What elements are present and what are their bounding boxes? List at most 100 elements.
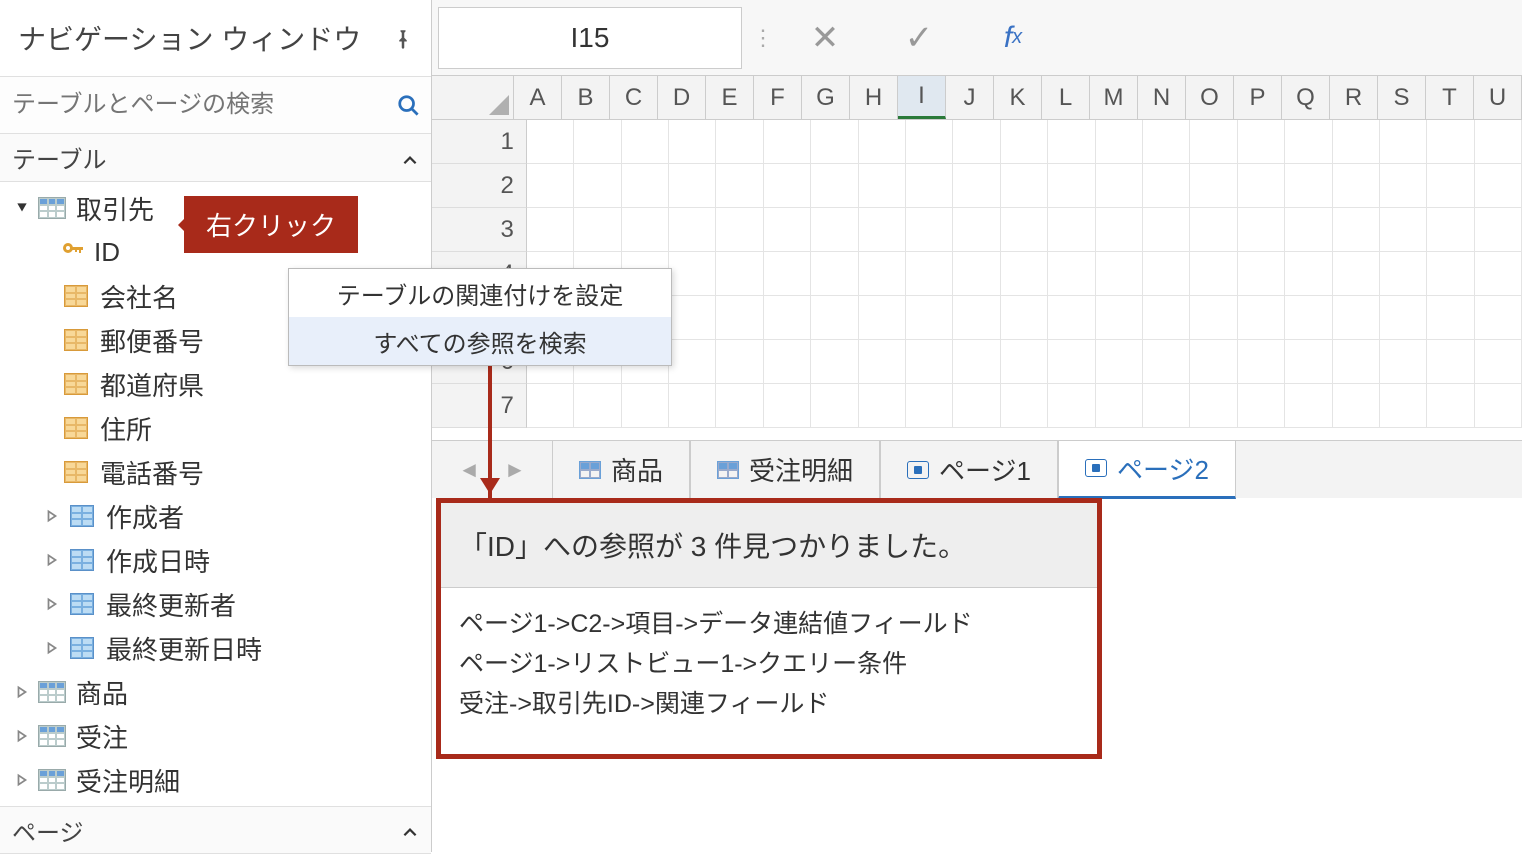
cell[interactable] <box>716 252 763 296</box>
cell[interactable] <box>1143 252 1190 296</box>
tab-prev-icon[interactable]: ◄ <box>458 457 480 483</box>
cell[interactable] <box>574 208 621 252</box>
cell[interactable] <box>1380 164 1427 208</box>
cell[interactable] <box>1143 120 1190 164</box>
cell[interactable] <box>1001 164 1048 208</box>
cell[interactable] <box>1380 120 1427 164</box>
table-node-juchu[interactable]: 受注 <box>0 714 431 758</box>
cell[interactable] <box>1333 252 1380 296</box>
column-header[interactable]: H <box>850 76 898 119</box>
cell[interactable] <box>527 164 574 208</box>
sheet-tab-page2[interactable]: ページ2 <box>1058 441 1236 499</box>
cell[interactable] <box>1475 384 1522 428</box>
cell[interactable] <box>1190 208 1237 252</box>
fx-icon[interactable]: fx <box>966 7 1060 69</box>
cell[interactable] <box>906 340 953 384</box>
cell[interactable] <box>1238 120 1285 164</box>
name-box[interactable]: I15 <box>438 7 742 69</box>
cell[interactable] <box>1285 384 1332 428</box>
cell[interactable] <box>1048 208 1095 252</box>
cell[interactable] <box>1285 340 1332 384</box>
expander-closed-icon[interactable] <box>44 640 60 656</box>
cell[interactable] <box>1048 296 1095 340</box>
cell[interactable] <box>1001 120 1048 164</box>
sheet-tab-juchumeisai[interactable]: 受注明細 <box>690 441 880 499</box>
cell[interactable] <box>1048 340 1095 384</box>
cell[interactable] <box>1190 296 1237 340</box>
expander-closed-icon[interactable] <box>44 596 60 612</box>
cell[interactable] <box>1380 208 1427 252</box>
cell[interactable] <box>1096 164 1143 208</box>
pin-icon[interactable] <box>393 28 413 48</box>
expander-closed-icon[interactable] <box>44 552 60 568</box>
cell[interactable] <box>1190 120 1237 164</box>
cell[interactable] <box>1333 384 1380 428</box>
cell[interactable] <box>1380 384 1427 428</box>
cell[interactable] <box>1427 296 1474 340</box>
cell[interactable] <box>953 252 1000 296</box>
column-header[interactable]: B <box>562 76 610 119</box>
column-header[interactable]: P <box>1234 76 1282 119</box>
cell[interactable] <box>1285 252 1332 296</box>
cell[interactable] <box>906 252 953 296</box>
cell[interactable] <box>1285 208 1332 252</box>
cell[interactable] <box>716 340 763 384</box>
cell[interactable] <box>716 120 763 164</box>
row-header[interactable]: 3 <box>432 208 527 252</box>
cell[interactable] <box>1427 208 1474 252</box>
cell[interactable] <box>669 252 716 296</box>
pages-section-header[interactable]: ページ <box>0 806 431 854</box>
search-icon[interactable] <box>397 94 419 116</box>
cell[interactable] <box>1238 296 1285 340</box>
cell[interactable] <box>1427 252 1474 296</box>
cell[interactable] <box>716 164 763 208</box>
cell[interactable] <box>1001 208 1048 252</box>
cell[interactable] <box>669 340 716 384</box>
cell[interactable] <box>764 208 811 252</box>
cell[interactable] <box>859 296 906 340</box>
column-header[interactable]: F <box>754 76 802 119</box>
cell[interactable] <box>859 384 906 428</box>
expander-closed-icon[interactable] <box>14 728 30 744</box>
field-node-updated[interactable]: 最終更新日時 <box>0 626 431 670</box>
cell[interactable] <box>1096 208 1143 252</box>
cell[interactable] <box>669 120 716 164</box>
confirm-icon[interactable]: ✓ <box>872 7 966 69</box>
cell[interactable] <box>1143 340 1190 384</box>
expander-open-icon[interactable] <box>14 200 30 216</box>
field-node-address[interactable]: 住所 <box>0 406 431 450</box>
cell[interactable] <box>1001 296 1048 340</box>
row-header[interactable]: 2 <box>432 164 527 208</box>
cell[interactable] <box>859 340 906 384</box>
cell[interactable] <box>1333 120 1380 164</box>
expander-closed-icon[interactable] <box>14 684 30 700</box>
cell[interactable] <box>1475 252 1522 296</box>
column-header[interactable]: A <box>514 76 562 119</box>
cell[interactable] <box>1190 340 1237 384</box>
cell[interactable] <box>1380 340 1427 384</box>
cell[interactable] <box>1143 384 1190 428</box>
column-header[interactable]: S <box>1378 76 1426 119</box>
cell[interactable] <box>764 384 811 428</box>
cell[interactable] <box>669 208 716 252</box>
search-input[interactable] <box>12 91 397 119</box>
row-header[interactable]: 7 <box>432 384 527 428</box>
column-header[interactable]: C <box>610 76 658 119</box>
cell[interactable] <box>859 252 906 296</box>
cell[interactable] <box>811 384 858 428</box>
cell[interactable] <box>906 384 953 428</box>
column-header[interactable]: K <box>994 76 1042 119</box>
field-node-pref[interactable]: 都道府県 <box>0 362 431 406</box>
tab-next-icon[interactable]: ► <box>504 457 526 483</box>
cell[interactable] <box>527 384 574 428</box>
expander-closed-icon[interactable] <box>14 772 30 788</box>
expander-closed-icon[interactable] <box>44 508 60 524</box>
cell[interactable] <box>1380 296 1427 340</box>
cell[interactable] <box>1048 252 1095 296</box>
cell[interactable] <box>1096 252 1143 296</box>
cell[interactable] <box>1475 340 1522 384</box>
cell[interactable] <box>527 208 574 252</box>
cell[interactable] <box>1190 252 1237 296</box>
cell[interactable] <box>764 120 811 164</box>
cell[interactable] <box>859 208 906 252</box>
